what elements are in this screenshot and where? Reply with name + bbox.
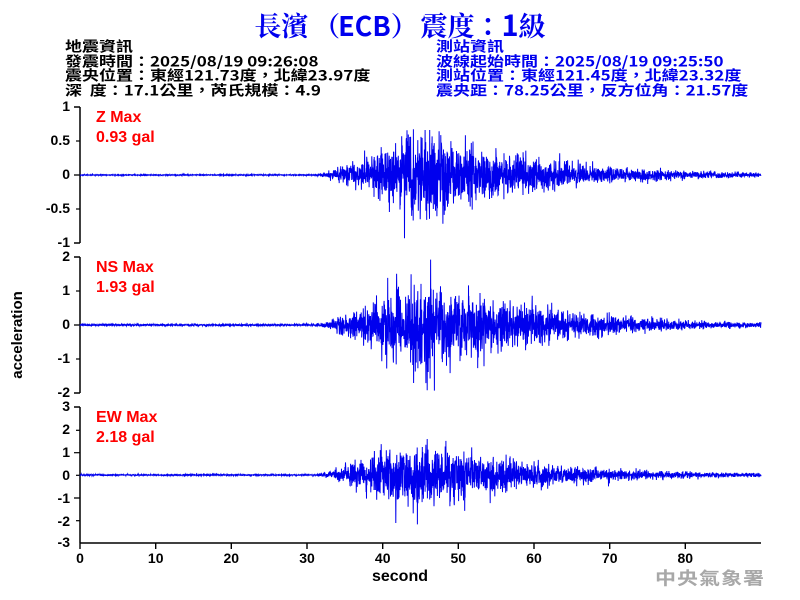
svg-text:1: 1	[62, 444, 70, 460]
svg-text:0: 0	[62, 467, 70, 483]
svg-text:60: 60	[526, 550, 542, 566]
svg-text:0: 0	[76, 550, 84, 566]
svg-text:70: 70	[602, 550, 618, 566]
svg-text:20: 20	[224, 550, 240, 566]
svg-text:0.5: 0.5	[51, 132, 71, 148]
svg-text:0.93 gal: 0.93 gal	[96, 129, 155, 146]
svg-text:EW Max: EW Max	[96, 409, 157, 426]
svg-text:1.93 gal: 1.93 gal	[96, 279, 155, 296]
svg-text:1: 1	[62, 282, 70, 298]
svg-text:-1: -1	[58, 490, 71, 506]
svg-text:40: 40	[375, 550, 391, 566]
svg-text:1: 1	[62, 98, 70, 114]
svg-text:0: 0	[62, 316, 70, 332]
svg-text:2.18 gal: 2.18 gal	[96, 429, 155, 446]
svg-text:-1: -1	[58, 350, 71, 366]
svg-text:2: 2	[62, 248, 70, 264]
svg-text:-0.5: -0.5	[46, 200, 70, 216]
svg-text:3: 3	[62, 398, 70, 414]
svg-text:30: 30	[299, 550, 315, 566]
svg-text:-3: -3	[58, 534, 71, 550]
svg-text:Z Max: Z Max	[96, 109, 141, 126]
svg-text:10: 10	[148, 550, 164, 566]
svg-text:NS Max: NS Max	[96, 259, 154, 276]
svg-text:2: 2	[62, 421, 70, 437]
svg-text:50: 50	[451, 550, 467, 566]
svg-text:80: 80	[678, 550, 694, 566]
svg-text:0: 0	[62, 166, 70, 182]
svg-text:-2: -2	[58, 513, 71, 529]
svg-text:acceleration: acceleration	[9, 291, 26, 379]
